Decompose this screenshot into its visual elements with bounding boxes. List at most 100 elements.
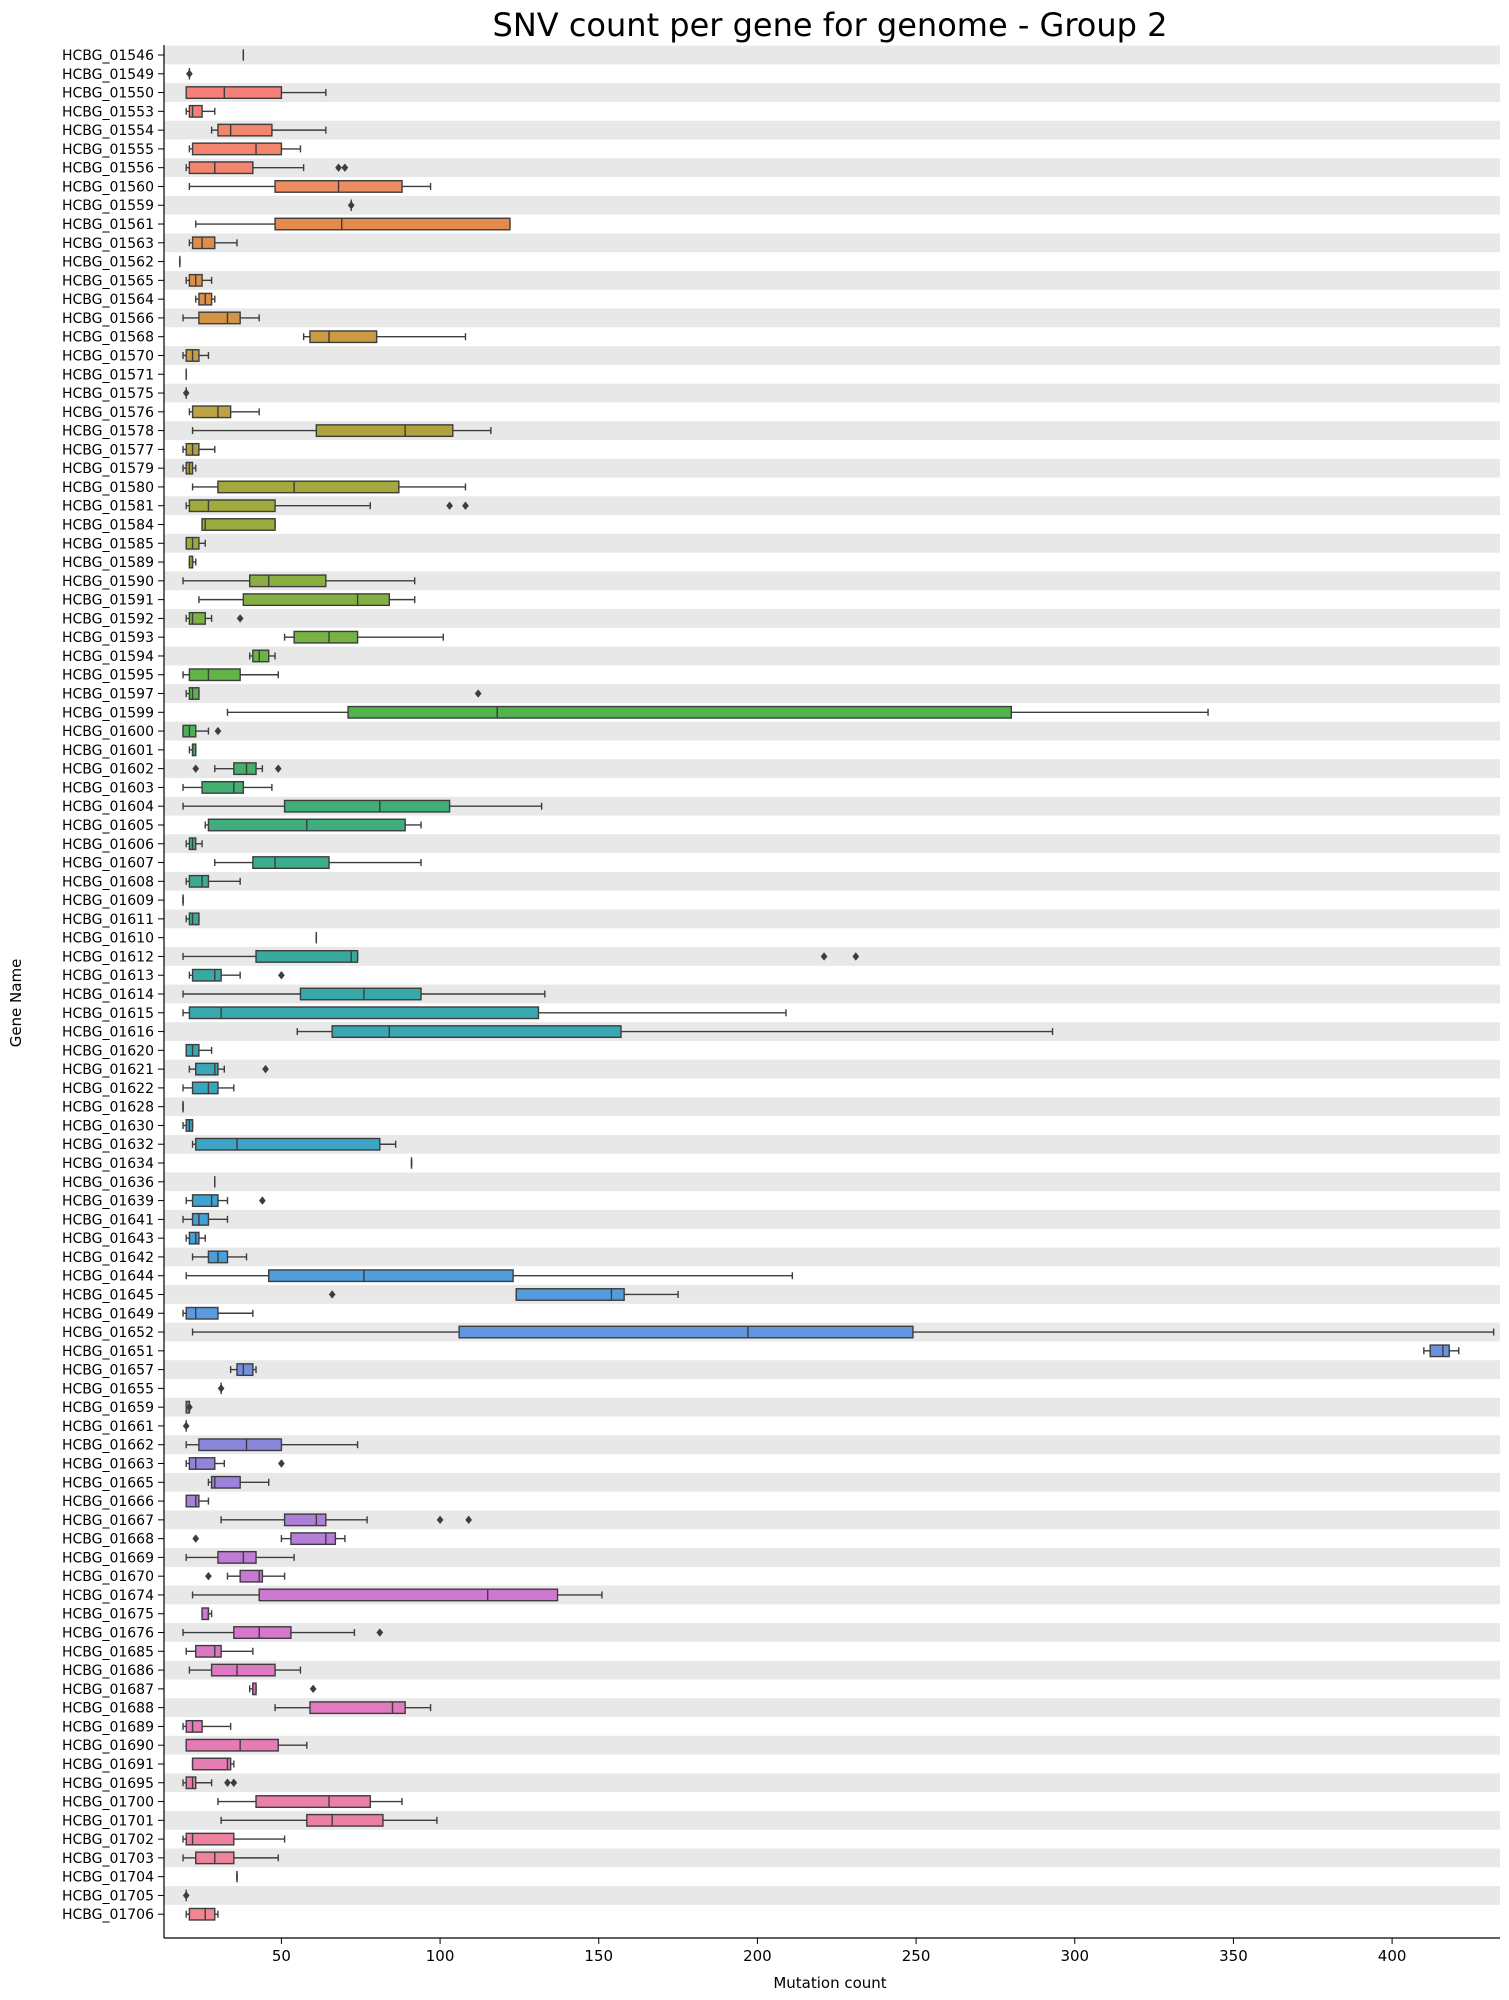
row-shade [164,609,1500,628]
y-tick-label: HCBG_01634 [62,1156,154,1172]
y-tick-label: HCBG_01560 [62,179,154,195]
iqr-box [233,1626,292,1639]
gene-box-hcbg-01613 [188,968,285,982]
iqr-box [188,1231,200,1245]
y-tick-label: HCBG_01666 [62,1494,154,1510]
gene-box-hcbg-01590 [182,574,416,588]
y-tick-label: HCBG_01577 [62,442,154,458]
outlier-point [214,726,222,736]
gene-box-hcbg-01563 [188,236,238,250]
gene-box-hcbg-01700 [217,1795,403,1808]
gene-box-hcbg-01706 [185,1907,219,1921]
gene-box-hcbg-01690 [185,1738,308,1752]
gene-box-hcbg-01579 [182,461,197,475]
iqr-box [188,104,203,118]
iqr-box [201,780,245,794]
outlier-point [852,952,860,961]
gene-box-hcbg-01649 [182,1306,254,1320]
outlier-point [376,1628,384,1637]
iqr-box [239,1569,264,1583]
y-tick-label: HCBG_01601 [62,743,154,759]
y-tick-label: HCBG_01612 [62,949,154,965]
row-shade [164,1735,1500,1755]
outlier-point [274,764,282,773]
iqr-box [191,968,222,982]
row-shade [164,1172,1500,1192]
gene-box-hcbg-01606 [185,837,203,851]
row-shade [164,871,1500,891]
y-tick-label: HCBG_01554 [62,123,154,139]
y-tick-label: HCBG_01585 [62,536,154,552]
row-shade [164,1472,1500,1492]
y-tick-label: HCBG_01700 [62,1795,154,1811]
x-tick-label: 400 [1378,1947,1407,1965]
row-shade [164,1360,1500,1379]
row-shade [164,721,1500,741]
iqr-box [201,1607,210,1621]
outlier-point [341,163,349,172]
y-tick-label: HCBG_01657 [62,1363,154,1379]
gene-box-hcbg-01568 [302,330,467,344]
gene-box-hcbg-01705 [182,1889,190,1902]
outlier-point [328,1290,336,1299]
y-tick-label: HCBG_01589 [62,555,154,571]
y-tick-label: HCBG_01581 [62,499,154,515]
row-shade [164,909,1500,929]
y-tick-label: HCBG_01663 [62,1457,154,1473]
iqr-box [188,1457,216,1470]
iqr-box [188,1006,540,1020]
y-tick-label: HCBG_01665 [62,1475,154,1491]
row-shade [164,1435,1500,1455]
outlier-point [462,501,469,510]
gene-box-hcbg-01560 [188,180,432,193]
gene-box-hcbg-01554 [210,123,327,137]
row-shade [164,1059,1500,1079]
iqr-box [185,1776,197,1790]
y-tick-label: HCBG_01579 [62,461,154,477]
iqr-box [188,668,241,682]
row-shade [164,1886,1500,1905]
gene-box-hcbg-01589 [188,555,197,569]
y-tick-label: HCBG_01643 [62,1231,154,1247]
y-tick-label: HCBG_01667 [62,1513,154,1529]
gene-box-hcbg-01604 [182,799,543,813]
gene-box-hcbg-01668 [192,1532,346,1546]
gene-box-hcbg-01675 [201,1607,213,1621]
y-tick-label: HCBG_01611 [62,912,154,928]
y-tick-label: HCBG_01605 [62,818,154,834]
y-tick-label: HCBG_01622 [62,1081,154,1097]
y-tick-label: HCBG_01608 [62,874,154,890]
gene-box-hcbg-01639 [185,1194,266,1208]
gene-box-hcbg-01597 [185,687,482,700]
y-tick-label: HCBG_01564 [62,292,154,308]
outlier-point [192,1534,200,1543]
gene-box-hcbg-01601 [188,743,197,757]
y-tick-label: HCBG_01659 [62,1400,154,1416]
y-tick-label: HCBG_01651 [62,1344,154,1360]
y-tick-label: HCBG_01687 [62,1682,154,1698]
gene-box-hcbg-01655 [217,1382,225,1395]
iqr-box [283,799,451,813]
y-tick-label: HCBG_01688 [62,1701,154,1717]
gene-box-hcbg-01666 [185,1494,210,1508]
y-tick-label: HCBG_01642 [62,1250,154,1266]
iqr-box [347,705,1012,719]
y-tick-label: HCBG_01630 [62,1118,154,1134]
row-shade [164,571,1500,591]
iqr-box [331,1025,622,1039]
y-tick-label: HCBG_01549 [62,67,154,83]
iqr-box [293,630,359,644]
row-shade [164,684,1500,703]
y-tick-label: HCBG_01595 [62,668,154,684]
row-shade [164,1848,1500,1868]
iqr-box [185,1832,235,1846]
y-tick-label: HCBG_01621 [62,1062,154,1078]
row-shade [164,533,1500,553]
y-tick-label: HCBG_01592 [62,611,154,627]
gene-box-hcbg-01584 [201,518,276,531]
iqr-box [191,142,283,156]
y-tick-label: HCBG_01603 [62,780,154,796]
row-shade [164,233,1500,253]
y-tick-label: HCBG_01655 [62,1381,154,1397]
iqr-box [217,123,273,137]
